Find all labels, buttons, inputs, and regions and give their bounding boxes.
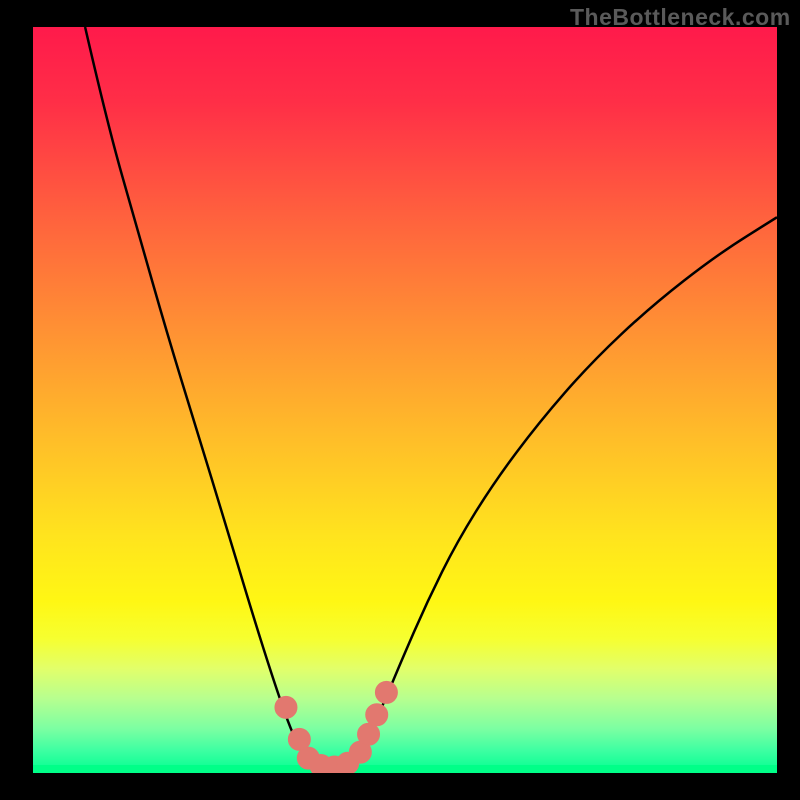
chart-svg	[0, 0, 800, 800]
green-band	[33, 765, 777, 773]
curve-marker	[275, 696, 297, 718]
curve-marker	[366, 704, 388, 726]
bottleneck-curve	[85, 27, 777, 768]
watermark-text: TheBottleneck.com	[570, 4, 791, 31]
curve-marker	[375, 681, 397, 703]
curve-marker	[358, 723, 380, 745]
chart-frame: TheBottleneck.com	[0, 0, 800, 800]
